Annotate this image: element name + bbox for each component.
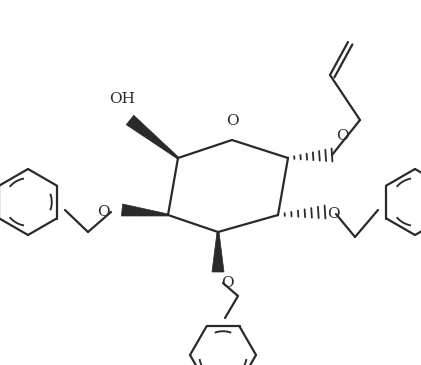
Text: O: O (97, 205, 110, 219)
Polygon shape (212, 232, 224, 272)
Text: O: O (327, 207, 340, 221)
Polygon shape (126, 115, 179, 159)
Text: OH: OH (109, 92, 135, 106)
Text: O: O (226, 114, 238, 128)
Text: O: O (221, 276, 234, 290)
Text: O: O (336, 129, 349, 143)
Polygon shape (121, 204, 168, 216)
